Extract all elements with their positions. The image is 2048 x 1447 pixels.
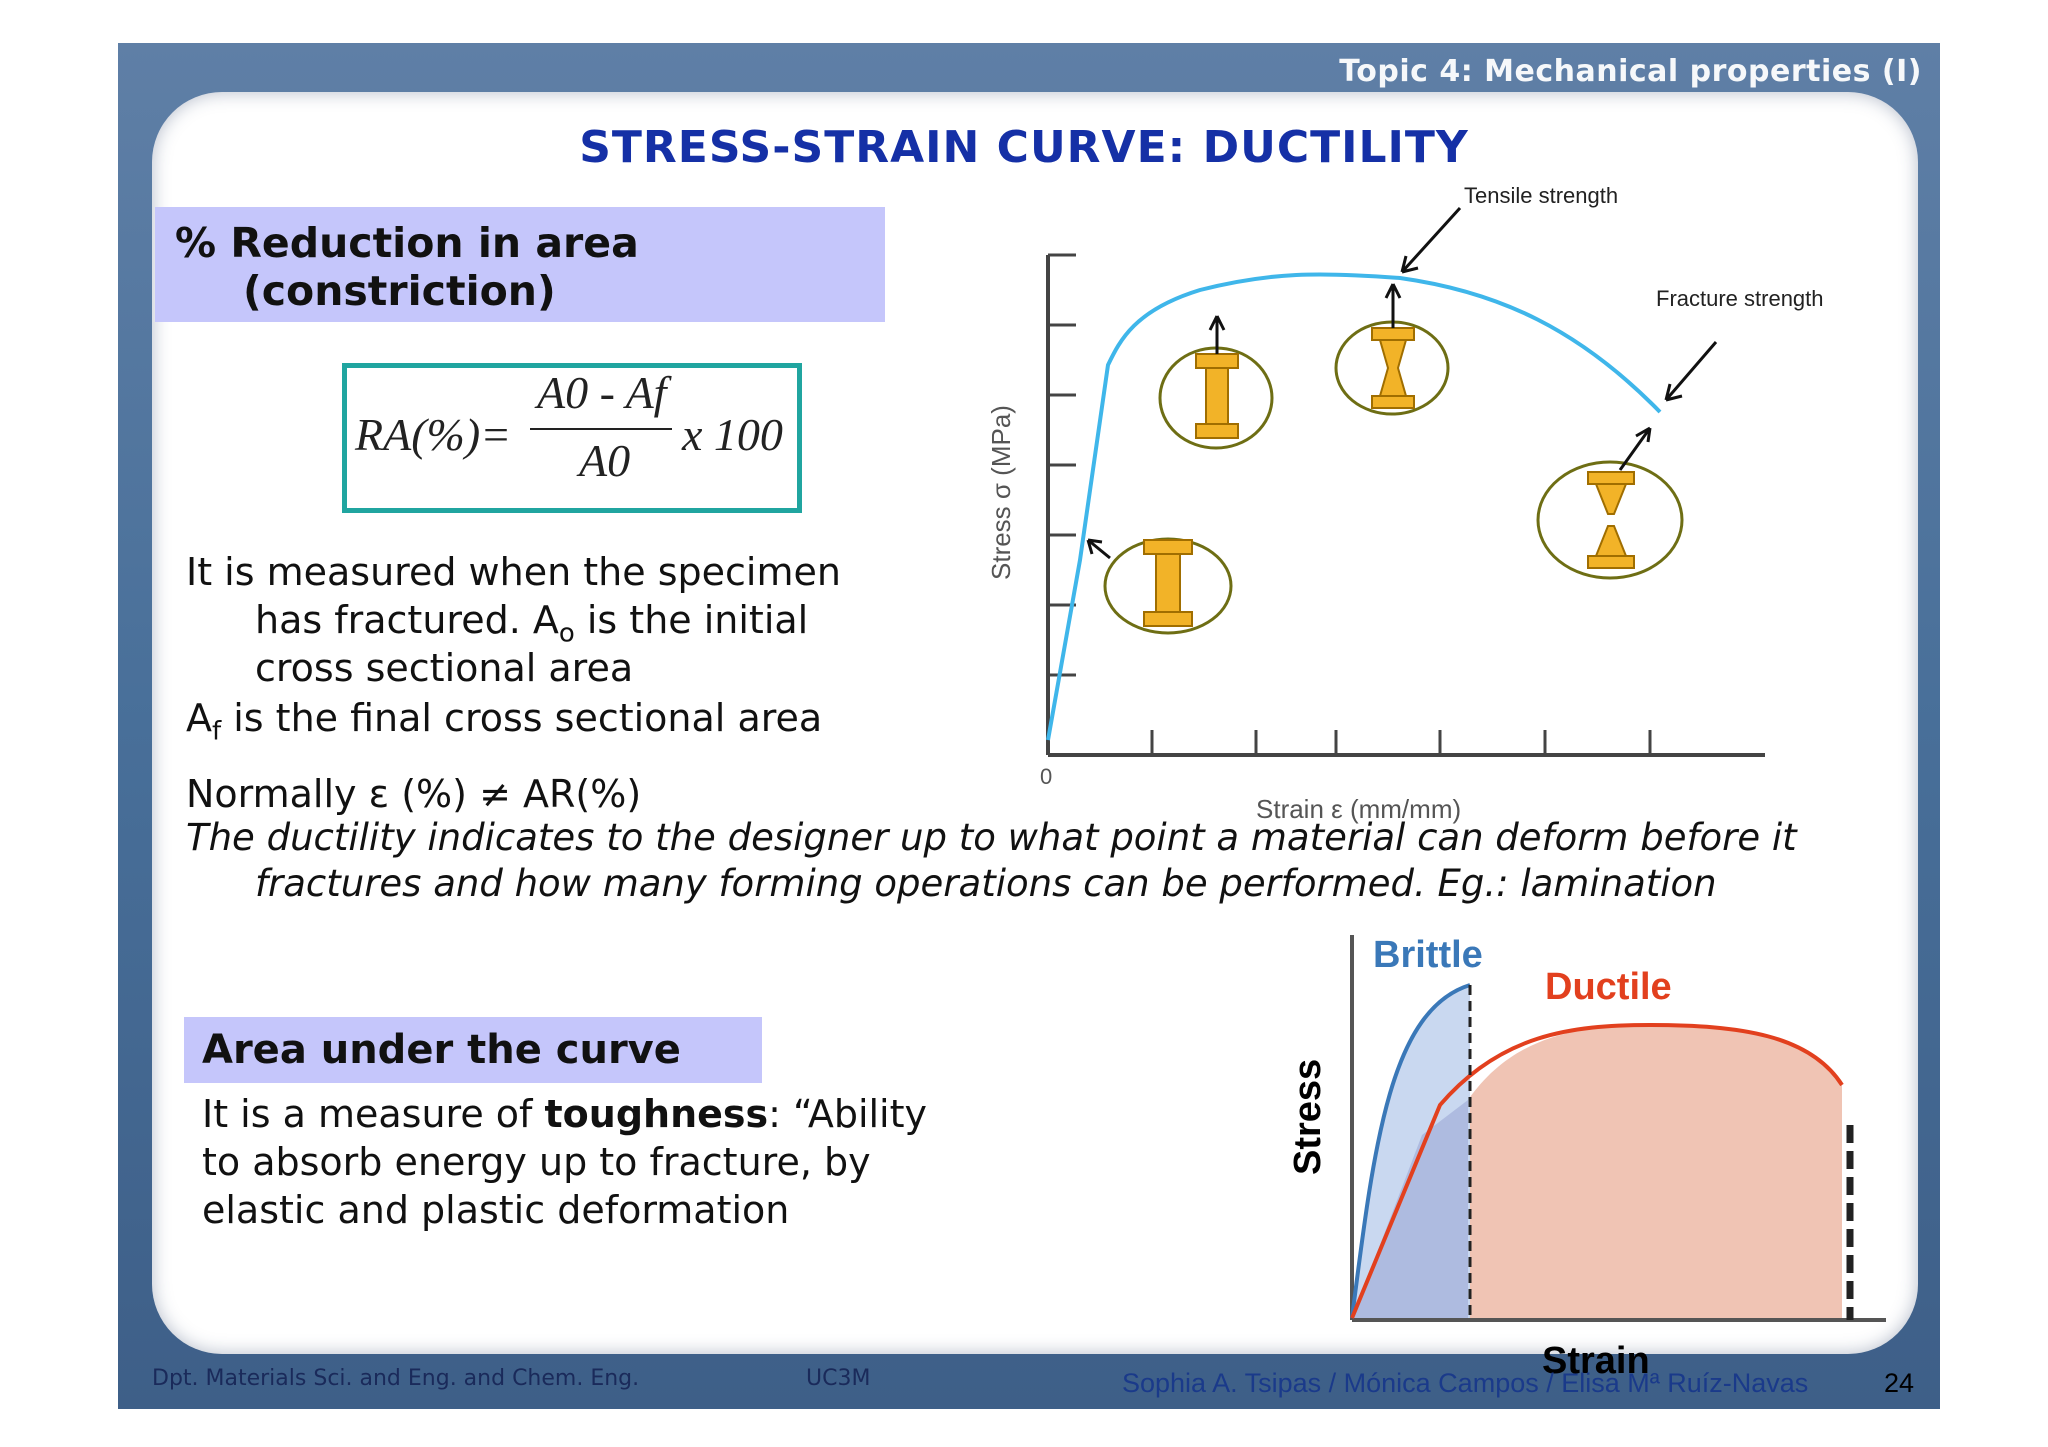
p1-line2: has fractured. Ao is the initial — [255, 598, 809, 649]
ductile-area — [1352, 1025, 1842, 1318]
stress-strain-chart: 0 Strain ε (mm/mm) Stress σ (MPa) Tensil… — [986, 183, 1824, 824]
chart1-ylabel: Stress σ (MPa) — [986, 405, 1016, 580]
ra-formula: RA(%)= A0 - Af A0 x 100 — [342, 363, 802, 513]
chart1-x-ticks — [1150, 730, 1652, 755]
normally-line: Normally ε (%) ≠ AR(%) — [186, 772, 642, 816]
area-under-curve-heading-box: Area under the curve — [184, 1017, 762, 1083]
p2-line: Af is the final cross sectional area — [186, 696, 823, 747]
heading-line-1: % Reduction in area — [175, 219, 639, 267]
ductile-label: Ductile — [1545, 966, 1672, 1008]
slide-title: STRESS-STRAIN CURVE: DUCTILITY — [579, 122, 1469, 173]
chart1-xlabel: Strain ε (mm/mm) — [1256, 794, 1461, 824]
brittle-label: Brittle — [1373, 934, 1483, 976]
formula-numerator: A0 - Af — [537, 367, 667, 418]
formula-denominator: A0 — [579, 435, 631, 486]
chart2-ylabel: Stress — [1287, 1059, 1329, 1175]
area-heading: Area under the curve — [202, 1027, 681, 1073]
brittle-area-inner — [1352, 1100, 1468, 1318]
chart1-origin: 0 — [1040, 764, 1052, 789]
chart1-axes — [1046, 255, 1765, 757]
formula-fraction-bar — [530, 428, 672, 430]
reduction-area-heading-box: % Reduction in area (constriction) — [155, 207, 885, 322]
chart2-xlabel: Strain — [1542, 1340, 1650, 1382]
topic-label: Topic 4: Mechanical properties (I) — [1339, 54, 1922, 89]
specimen-elastic — [1086, 537, 1233, 635]
ductility-line2: fractures and how many forming operation… — [255, 862, 1717, 905]
tensile-strength-arrow — [1400, 206, 1462, 274]
ductility-line1: The ductility indicates to the designer … — [186, 816, 1797, 859]
specimen-plastic — [1158, 315, 1274, 450]
p1-line1: It is measured when the specimen — [186, 550, 841, 594]
fracture-strength-label: Fracture strength — [1656, 286, 1824, 311]
formula-factor: x 100 — [682, 409, 783, 460]
toughness-line2: to absorb energy up to fracture, by — [202, 1140, 871, 1184]
p1-line3: cross sectional area — [255, 646, 634, 690]
footer-dept: Dpt. Materials Sci. and Eng. and Chem. E… — [152, 1366, 640, 1391]
ductile-curve — [1350, 1022, 1844, 1319]
stress-strain-curve — [1046, 272, 1662, 741]
fracture-strength-arrow — [1664, 341, 1718, 402]
footer-authors: Sophia A. Tsipas / Mónica Campos / Elisa… — [1122, 1368, 1809, 1398]
toughness-line3: elastic and plastic deformation — [202, 1188, 790, 1232]
heading-line-2: (constriction) — [243, 267, 556, 315]
footer-univ: UC3M — [806, 1366, 871, 1391]
page-number: 24 — [1884, 1368, 1915, 1398]
toughness-line1: It is a measure of toughness: “Ability — [202, 1092, 928, 1136]
tensile-strength-label: Tensile strength — [1464, 183, 1618, 208]
specimen-necking — [1334, 283, 1450, 416]
brittle-curve — [1350, 983, 1471, 1319]
formula-lhs: RA(%)= — [355, 409, 512, 460]
brittle-ductile-chart: Brittle Ductile Stress Strain — [1287, 934, 1886, 1382]
specimen-fractured — [1536, 426, 1684, 580]
